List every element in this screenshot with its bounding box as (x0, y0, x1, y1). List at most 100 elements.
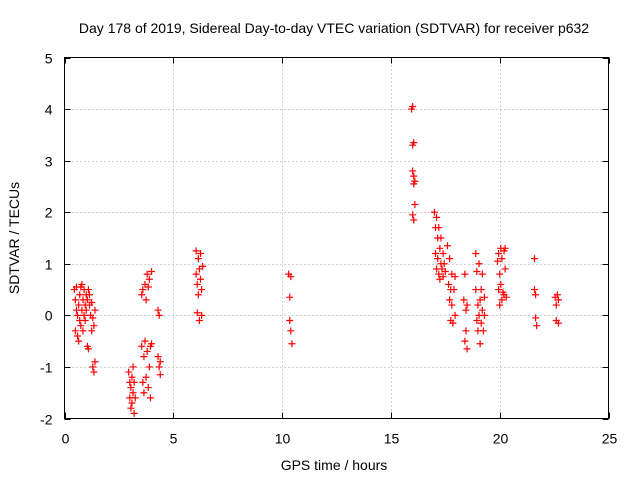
x-tick-labels: 0 5 10 15 20 25 (62, 431, 618, 447)
y-tick-label: 5 (45, 51, 53, 67)
y-axis-label: SDTVAR / TECUs (6, 182, 22, 294)
data-point (476, 296, 484, 304)
data-point (463, 301, 471, 309)
data-point (477, 319, 485, 327)
data-point (89, 363, 97, 371)
data-point (71, 327, 79, 335)
data-point (198, 286, 206, 294)
data-point (498, 255, 506, 263)
x-tick-label: 5 (170, 431, 178, 447)
data-point (435, 270, 443, 278)
data-point (448, 301, 456, 309)
data-point (443, 242, 451, 250)
data-point (148, 340, 156, 348)
data-point (476, 340, 484, 348)
data-point (127, 384, 135, 392)
data-point (156, 371, 164, 379)
data-point (477, 286, 485, 294)
data-point (128, 373, 136, 381)
data-point (140, 353, 148, 361)
data-point (450, 286, 458, 294)
data-point (441, 268, 449, 276)
data-point (501, 244, 509, 252)
axis-ticks (64, 57, 610, 420)
data-point (91, 306, 99, 314)
data-point (80, 311, 88, 319)
data-point (76, 291, 84, 299)
data-point (148, 268, 156, 276)
data-point (77, 322, 85, 330)
data-point (480, 293, 488, 301)
data-point (472, 249, 480, 257)
data-point (139, 286, 147, 294)
data-point (531, 286, 539, 294)
data-point (145, 363, 153, 371)
data-point (286, 293, 294, 301)
data-point (140, 389, 148, 397)
data-point (145, 275, 153, 283)
data-point (155, 363, 163, 371)
data-point (84, 345, 92, 353)
data-point (439, 249, 447, 257)
data-point (84, 286, 92, 294)
data-point (532, 314, 540, 322)
data-point (501, 265, 509, 273)
data-point (432, 249, 440, 257)
data-point (554, 296, 562, 304)
data-point (75, 301, 83, 309)
data-point (194, 291, 202, 299)
data-point (494, 257, 502, 265)
data-point (440, 260, 448, 268)
data-point (439, 273, 447, 281)
data-point (74, 311, 82, 319)
data-point (411, 200, 419, 208)
data-point (496, 270, 504, 278)
data-point (192, 270, 200, 278)
data-point (449, 319, 457, 327)
data-point (287, 327, 295, 335)
data-point (533, 322, 541, 330)
data-point (142, 296, 150, 304)
data-point (445, 280, 453, 288)
data-point (75, 337, 83, 345)
y-tick-labels: -2 -1 0 1 2 3 4 5 (40, 51, 53, 428)
x-tick-label: 0 (62, 431, 70, 447)
grid-lines (64, 57, 609, 419)
data-point (435, 224, 443, 232)
data-point (410, 172, 418, 180)
x-tick-label: 10 (275, 431, 291, 447)
y-tick-label: -2 (40, 412, 53, 428)
data-point (129, 363, 137, 371)
x-tick-label: 25 (602, 431, 618, 447)
data-point (434, 255, 442, 263)
data-point (554, 319, 562, 327)
data-point (552, 301, 560, 309)
data-point (192, 247, 200, 255)
data-point (138, 291, 146, 299)
data-point (82, 306, 90, 314)
data-point (195, 317, 203, 325)
data-point (141, 337, 149, 345)
y-tick-label: 4 (45, 102, 53, 118)
data-point (144, 283, 152, 291)
data-point (197, 249, 204, 257)
data-point (478, 270, 486, 278)
data-point (79, 327, 87, 335)
y-tick-label: -1 (40, 360, 53, 376)
data-point (497, 280, 505, 288)
data-point (436, 244, 444, 252)
data-point (86, 291, 94, 299)
y-tick-label: 2 (45, 205, 53, 221)
plot-frame (64, 57, 609, 419)
data-point (495, 249, 503, 257)
data-point (154, 306, 162, 314)
data-point (129, 389, 137, 397)
data-point (130, 378, 138, 386)
data-point (194, 255, 202, 263)
data-point (139, 378, 147, 386)
data-point (71, 296, 79, 304)
data-point (88, 298, 96, 306)
data-point (473, 268, 481, 276)
data-point (475, 260, 483, 268)
data-point (461, 270, 469, 278)
